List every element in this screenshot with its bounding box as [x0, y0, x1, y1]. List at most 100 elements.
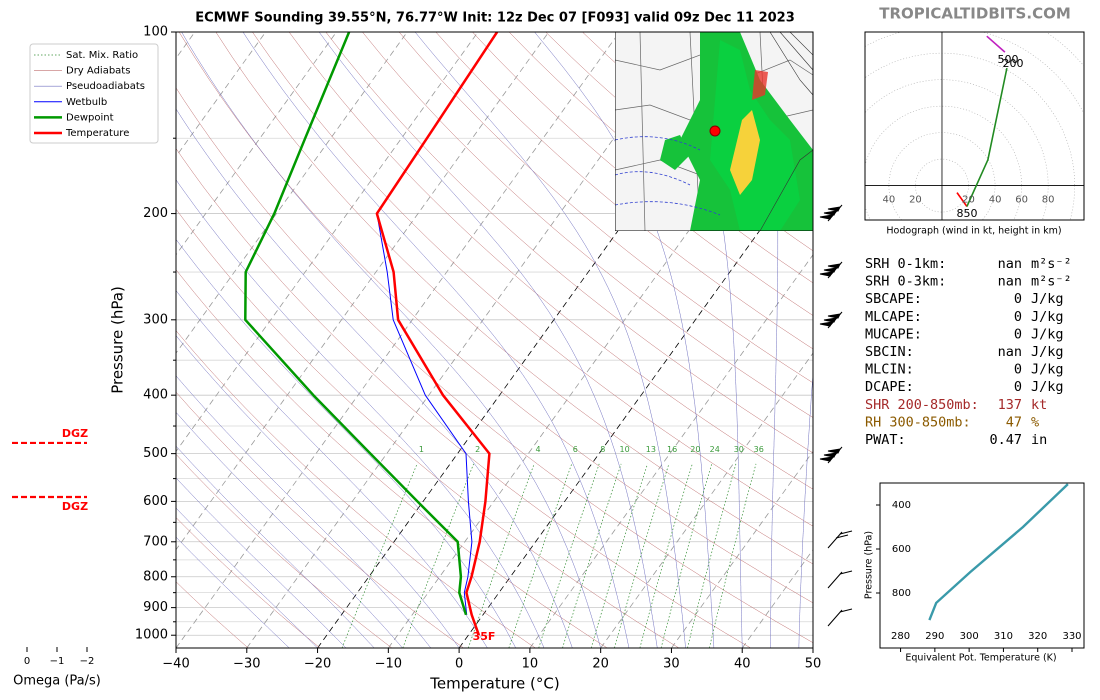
barb-flag: [827, 206, 841, 212]
hodograph-line: [956, 192, 968, 207]
barb-flag: [827, 313, 841, 319]
barb-flag: [819, 214, 833, 220]
omega-tick-label: −1: [50, 656, 65, 667]
omega-tick-label: −2: [80, 656, 95, 667]
dry-adiabat: [176, 581, 249, 648]
barb-flag: [819, 321, 833, 327]
pseudoadiabat: [176, 179, 545, 648]
legend-label: Dry Adiabats: [66, 66, 130, 77]
stat-value: nan: [998, 256, 1022, 272]
stat-unit: J/kg: [1031, 309, 1064, 325]
dry-adiabat: [176, 208, 680, 648]
wind-barbs: [819, 204, 853, 627]
barb-feather: [839, 530, 853, 535]
stat-value: 137: [998, 397, 1022, 413]
y-tick-label: 1000: [135, 628, 168, 643]
mixing-ratio-label: 10: [620, 445, 630, 454]
mixing-ratio-label: 4: [535, 445, 540, 454]
y-tick-label: 400: [892, 500, 911, 511]
y-axis-label: Pressure (hPa): [864, 531, 875, 599]
mixing-ratio-line: [508, 463, 573, 648]
stat-label: SBCAPE:: [865, 291, 922, 307]
y-tick-label: 800: [892, 588, 911, 599]
stat-label: RH 300-850mb:: [865, 414, 971, 430]
x-tick-label: −20: [304, 657, 331, 672]
pseudoadiabat: [176, 507, 318, 648]
watermark: TROPICALTIDBITS.COM: [879, 5, 1071, 23]
stat-unit: J/kg: [1031, 362, 1064, 378]
x-tick-label: −30: [233, 657, 260, 672]
stat-label: DCAPE:: [865, 379, 914, 395]
stat-label: MLCIN:: [865, 362, 914, 378]
stat-value: 0.47: [989, 432, 1022, 448]
dry-adiabat: [215, 32, 813, 565]
hodograph-tick-label: 20: [909, 195, 922, 206]
stat-value: 0: [1014, 326, 1022, 342]
mixing-ratio-label: 13: [646, 445, 656, 454]
theta-plot: [928, 483, 1069, 621]
mixing-ratio-line: [590, 463, 648, 648]
pseudoadiabat: [176, 536, 290, 648]
dry-adiabat: [178, 32, 813, 604]
map-inset: [615, 32, 813, 231]
dry-adiabat: [176, 330, 536, 648]
dry-adiabat: [435, 32, 813, 350]
y-tick-label: 600: [143, 494, 168, 509]
pseudoadiabat: [176, 290, 488, 648]
y-tick-label: 400: [143, 388, 168, 403]
hodograph-line: [966, 67, 1008, 207]
stat-unit: J/kg: [1031, 344, 1064, 360]
x-tick-label: 50: [805, 657, 822, 672]
dry-adiabat: [176, 269, 608, 648]
barb-staff: [827, 531, 843, 549]
hodograph-frame: [864, 31, 1085, 221]
x-tick-label: 280: [891, 631, 910, 642]
pseudoadiabat: [181, 32, 601, 648]
y-tick-label: 200: [143, 206, 168, 221]
dry-adiabat: [176, 453, 393, 648]
stat-unit: J/kg: [1031, 291, 1064, 307]
stat-value: nan: [998, 344, 1022, 360]
pseudoadiabat: [176, 108, 573, 648]
barb-flag: [823, 452, 837, 458]
stat-label: SRH 0-3km:: [865, 274, 946, 290]
dry-adiabat: [176, 148, 751, 648]
x-tick-label: 290: [925, 631, 944, 642]
x-tick-label: 320: [1028, 631, 1047, 642]
stat-value: 0: [1014, 291, 1022, 307]
dry-adiabat: [0, 32, 33, 648]
stat-value: 0: [1014, 362, 1022, 378]
pseudoadiabat: [534, 32, 715, 648]
stat-unit: m²s⁻²: [1031, 256, 1072, 272]
dry-adiabat: [176, 391, 464, 648]
x-tick-label: 10: [522, 657, 539, 672]
barb-staff: [827, 571, 843, 589]
y-axis-label: Pressure (hPa): [109, 286, 127, 394]
hodograph-level-label: 500: [998, 53, 1019, 66]
y-tick-label: 500: [143, 446, 168, 461]
pseudoadiabat: [242, 32, 630, 648]
stat-label: SBCIN:: [865, 344, 914, 360]
profile-line: [244, 32, 468, 616]
barb-flag: [823, 210, 837, 216]
omega-tick-label: 0: [24, 656, 30, 667]
x-tick-label: 30: [663, 657, 680, 672]
stat-label: SRH 0-1km:: [865, 256, 946, 272]
dry-adiabat: [176, 87, 813, 643]
isotherm: [176, 32, 620, 648]
y-tick-label: 800: [143, 569, 168, 584]
isotherm: [176, 32, 479, 453]
isotherm: [176, 32, 550, 551]
mixing-ratio-label: 16: [667, 445, 677, 454]
profile-line: [375, 32, 499, 636]
hodograph-tick-label: 80: [1042, 195, 1055, 206]
theta-frame: [879, 482, 1085, 649]
dry-adiabat: [472, 32, 813, 316]
chart-title: ECMWF Sounding 39.55°N, 76.77°W Init: 12…: [195, 11, 795, 26]
theta-line: [928, 483, 1069, 621]
pseudoadiabat: [176, 375, 431, 648]
dgz-label: DGZ: [62, 427, 88, 440]
